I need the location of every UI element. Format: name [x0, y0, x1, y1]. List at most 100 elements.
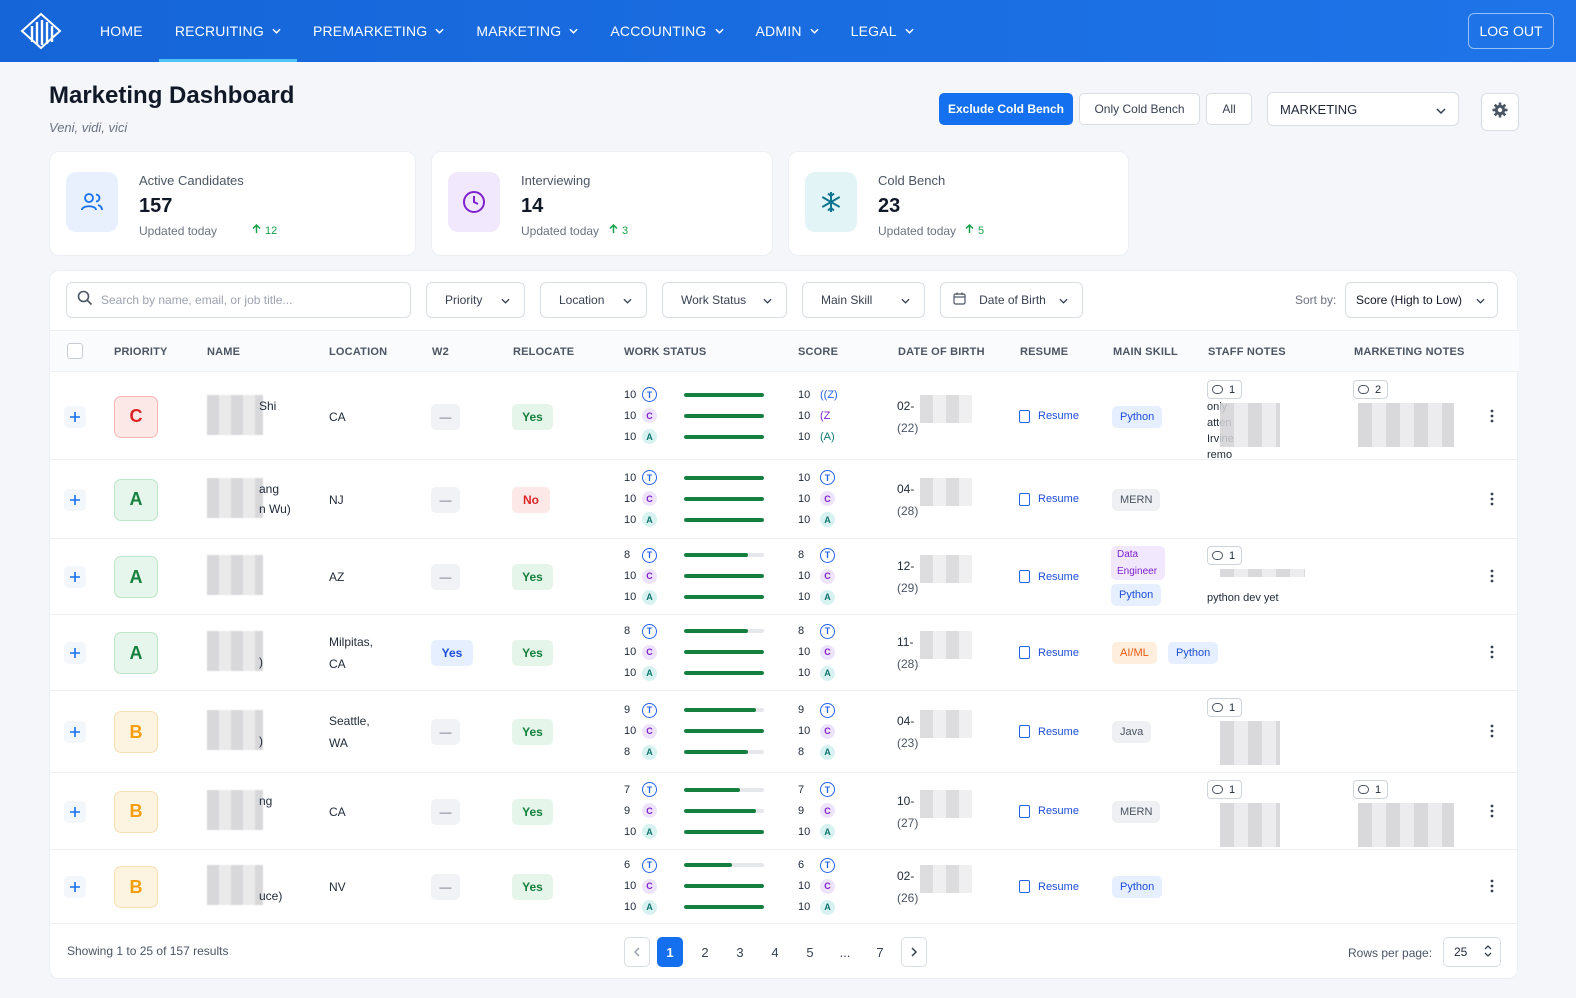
nav-item-premarketing[interactable]: PREMARKETING: [297, 0, 460, 62]
candidate-name[interactable]: ng: [259, 793, 273, 808]
column-header-score[interactable]: SCORE: [798, 346, 839, 358]
chevron-down-icon: [901, 293, 910, 307]
staff-notes-button[interactable]: 1: [1207, 698, 1243, 717]
nav-item-recruiting[interactable]: RECRUITING: [158, 0, 298, 62]
department-select[interactable]: MARKETING: [1267, 92, 1459, 126]
column-header-main-skill[interactable]: MAIN SKILL: [1113, 346, 1178, 358]
staff-note-text: remo: [1207, 449, 1233, 461]
staff-notes-count: 1: [1229, 549, 1236, 562]
expand-row-button[interactable]: [64, 566, 86, 588]
work-status-value: 10: [624, 901, 637, 913]
work-status-filter[interactable]: Work Status: [662, 282, 787, 318]
row-actions-menu-icon[interactable]: [1490, 724, 1494, 741]
column-header-location[interactable]: LOCATION: [329, 346, 388, 358]
page-button-5[interactable]: 5: [806, 944, 814, 960]
row-actions-menu-icon[interactable]: [1490, 804, 1494, 821]
name-redacted: [207, 477, 263, 518]
work-status-value: 10: [624, 570, 637, 582]
staff-notes-button[interactable]: 1: [1207, 546, 1243, 565]
row-actions-menu-icon[interactable]: [1490, 409, 1494, 426]
score-value: 10: [798, 725, 811, 737]
column-header-work-status[interactable]: WORK STATUS: [624, 346, 707, 358]
dob-filter[interactable]: Date of Birth: [940, 282, 1083, 318]
expand-row-button[interactable]: [64, 876, 86, 898]
table-row[interactable]: A AZ — Yes 8 T 10 C 10 A 8 T 10 C 10 A 12- (29) Resume Data…: [50, 539, 1519, 615]
page-button-3[interactable]: 3: [736, 944, 744, 960]
staff-notes-button[interactable]: 1: [1207, 780, 1243, 799]
table-row[interactable]: C Shi CA — Yes 10 T 10 C 10 A 10 ((Z) 10 (Z 10 (A) 02- (22…: [50, 373, 1519, 461]
w2-badge: —: [431, 564, 460, 590]
exclude-cold-bench-button[interactable]: Exclude Cold Bench: [939, 93, 1073, 125]
only-cold-bench-button[interactable]: Only Cold Bench: [1079, 93, 1200, 125]
settings-button[interactable]: [1481, 93, 1519, 131]
candidate-name[interactable]: ang: [259, 481, 280, 496]
column-header-marketing-notes[interactable]: MARKETING NOTES: [1354, 346, 1465, 358]
row-actions-menu-icon[interactable]: [1490, 879, 1494, 896]
column-header-name[interactable]: NAME: [207, 346, 241, 358]
resume-link[interactable]: Resume: [1019, 725, 1079, 738]
resume-link[interactable]: Resume: [1019, 570, 1079, 583]
table-row[interactable]: A) Milpitas, CA Yes Yes 8 T 10 C 10 A 8 T 10 C 10 A 11- (2…: [50, 615, 1519, 691]
page-button-1[interactable]: 1: [657, 937, 683, 967]
location-filter[interactable]: Location: [540, 282, 647, 318]
row-actions-menu-icon[interactable]: [1490, 492, 1494, 509]
comment-icon: [1212, 703, 1223, 712]
page-button-7[interactable]: 7: [876, 944, 884, 960]
resume-link[interactable]: Resume: [1019, 804, 1079, 818]
score-line: 10 C: [798, 568, 835, 584]
resume-label: Resume: [1038, 570, 1079, 583]
rows-per-page-select[interactable]: 25: [1443, 937, 1501, 967]
nav-item-admin[interactable]: ADMIN: [740, 0, 835, 62]
resume-link[interactable]: Resume: [1019, 492, 1079, 506]
candidate-name[interactable]: Shi: [259, 398, 277, 413]
column-header-date-of-birth[interactable]: DATE OF BIRTH: [898, 346, 985, 358]
work-status-bar: [684, 808, 764, 813]
main-skill-filter[interactable]: Main Skill: [802, 282, 925, 318]
column-header-relocate[interactable]: RELOCATE: [513, 346, 575, 358]
marketing-notes-button[interactable]: 2: [1353, 380, 1389, 399]
marketing-notes-button[interactable]: 1: [1353, 780, 1389, 799]
column-header-staff-notes[interactable]: STAFF NOTES: [1208, 346, 1286, 358]
nav-item-accounting[interactable]: ACCOUNTING: [594, 0, 739, 62]
row-actions-menu-icon[interactable]: [1490, 645, 1494, 662]
column-header-w2[interactable]: W2: [432, 346, 449, 358]
nav-item-home[interactable]: HOME: [84, 0, 159, 62]
score-value: 8: [798, 625, 805, 637]
sort-select[interactable]: Score (High to Low): [1345, 282, 1498, 318]
resume-link[interactable]: Resume: [1019, 880, 1079, 893]
expand-row-button[interactable]: [64, 721, 86, 743]
score-value: 10: [798, 471, 811, 484]
expand-row-button[interactable]: [64, 488, 86, 511]
table-row[interactable]: B) Seattle, WA — Yes 9 T 10 C 8 A 9 T 10 C 8 A 04- (23) Res…: [50, 691, 1519, 773]
expand-row-button[interactable]: [64, 642, 86, 664]
nav-item-marketing[interactable]: MARKETING: [460, 0, 594, 62]
column-header-priority[interactable]: PRIORITY: [114, 346, 168, 358]
work-status-t-icon: T: [642, 623, 657, 639]
search-input[interactable]: [101, 293, 391, 307]
staff-notes-button[interactable]: 1: [1207, 380, 1243, 399]
page-button-2[interactable]: 2: [701, 944, 709, 960]
row-actions-menu-icon[interactable]: [1490, 569, 1494, 586]
work-status-bar-fill: [684, 496, 764, 501]
column-header-resume[interactable]: RESUME: [1020, 346, 1069, 358]
logout-button[interactable]: LOG OUT: [1468, 13, 1554, 49]
next-page-button[interactable]: [901, 937, 927, 967]
work-status-line: 10 A: [624, 512, 769, 527]
search-box[interactable]: [66, 282, 411, 318]
work-status-a-icon: A: [642, 512, 657, 527]
resume-link[interactable]: Resume: [1019, 646, 1079, 659]
priority-filter[interactable]: Priority: [426, 282, 525, 318]
prev-page-button[interactable]: [624, 937, 650, 967]
nav-item-legal[interactable]: LEGAL: [835, 0, 930, 62]
all-button[interactable]: All: [1206, 93, 1252, 125]
expand-row-button[interactable]: [64, 405, 86, 428]
resume-link[interactable]: Resume: [1019, 409, 1079, 423]
score-line: 10 A: [798, 824, 835, 839]
expand-row-button[interactable]: [64, 800, 86, 823]
page-button-4[interactable]: 4: [771, 944, 779, 960]
select-all-checkbox[interactable]: [67, 343, 83, 359]
app-logo[interactable]: [20, 12, 62, 50]
